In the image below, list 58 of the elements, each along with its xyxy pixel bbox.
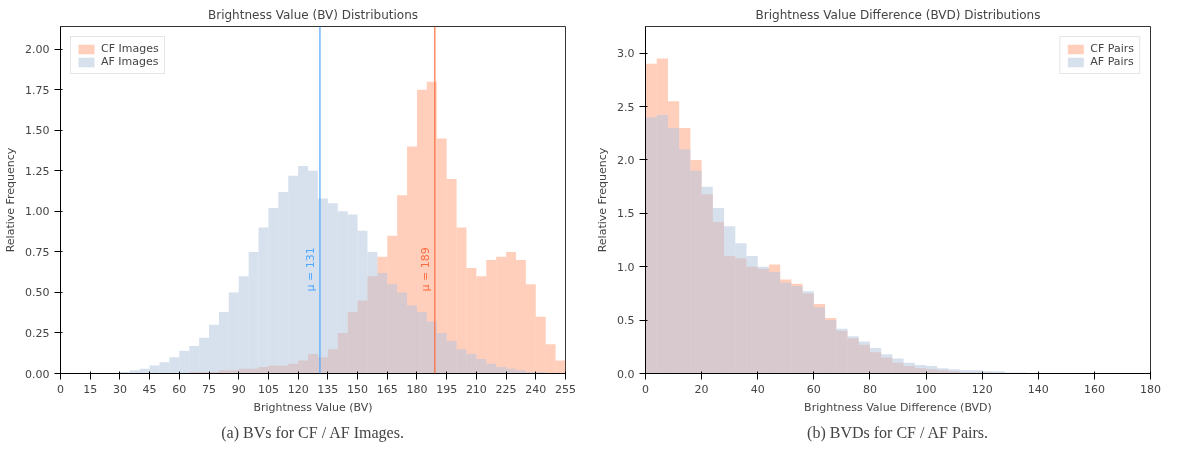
chart-title: Brightness Value (BV) Distributions — [207, 7, 419, 22]
y-tick-label: 0.75 — [25, 245, 50, 259]
y-tick-label: 1.25 — [25, 164, 50, 178]
x-tick-label: 120 — [287, 382, 309, 396]
x-tick-label: 60 — [172, 382, 187, 396]
legend-label: CF Pairs — [1090, 42, 1134, 55]
x-tick-label: 75 — [202, 382, 217, 396]
x-tick-label: 0 — [642, 382, 649, 396]
ref-line-label: μ = 189 — [418, 247, 432, 292]
y-axis-title: Relative Frequency — [596, 147, 610, 253]
x-axis-title: Brightness Value (BV) — [253, 400, 373, 414]
ref-line-label: μ = 131 — [303, 247, 317, 292]
y-tick-label: 0.00 — [25, 367, 50, 381]
x-tick-label: 40 — [750, 382, 765, 396]
x-tick-label: 20 — [694, 382, 709, 396]
y-axis-title: Relative Frequency — [4, 147, 18, 253]
y-tick-label: 0.0 — [617, 367, 635, 381]
y-tick-label: 1.50 — [25, 124, 50, 138]
x-tick-label: 90 — [231, 382, 246, 396]
x-tick-label: 100 — [915, 382, 937, 396]
x-tick-label: 60 — [806, 382, 821, 396]
x-tick-label: 225 — [495, 382, 517, 396]
x-tick-label: 150 — [347, 382, 369, 396]
y-tick-label: 2.5 — [617, 100, 635, 114]
x-tick-label: 195 — [436, 382, 458, 396]
x-tick-label: 0 — [57, 382, 64, 396]
legend-label: CF Images — [101, 42, 159, 55]
text: (b) BVDs for CF / AF Pairs. — [807, 423, 989, 442]
y-tick-label: 1.0 — [617, 260, 635, 274]
x-tick-label: 180 — [1140, 382, 1161, 396]
x-tick-label: 15 — [83, 382, 98, 396]
y-tick-label: 1.5 — [617, 207, 635, 221]
y-tick-label: 2.0 — [617, 153, 635, 167]
x-tick-label: 255 — [555, 382, 576, 396]
y-tick-label: 2.00 — [25, 43, 50, 57]
x-tick-label: 135 — [317, 382, 339, 396]
y-tick-label: 0.50 — [25, 286, 50, 300]
y-tick-label: 0.5 — [617, 314, 635, 328]
y-tick-label: 1.00 — [25, 205, 50, 219]
x-tick-label: 165 — [376, 382, 398, 396]
x-tick-label: 210 — [465, 382, 487, 396]
x-tick-label: 140 — [1027, 382, 1049, 396]
x-tick-label: 180 — [406, 382, 428, 396]
x-tick-label: 160 — [1083, 382, 1105, 396]
x-tick-label: 45 — [142, 382, 157, 396]
x-tick-label: 240 — [525, 382, 547, 396]
legend-label: AF Pairs — [1090, 55, 1134, 68]
x-tick-label: 105 — [257, 382, 279, 396]
y-tick-label: 1.75 — [25, 83, 50, 97]
x-axis-title: Brightness Value Difference (BVD) — [804, 400, 992, 414]
text: (a) BVs for CF / AF Images. — [221, 423, 404, 442]
legend-label: AF Images — [101, 55, 159, 68]
chart-title: Brightness Value Difference (BVD) Distributions — [755, 7, 1041, 22]
x-tick-label: 30 — [112, 382, 127, 396]
y-tick-label: 0.25 — [25, 326, 50, 340]
x-tick-label: 120 — [971, 382, 993, 396]
y-tick-label: 3.0 — [617, 47, 635, 61]
x-tick-label: 80 — [862, 382, 877, 396]
